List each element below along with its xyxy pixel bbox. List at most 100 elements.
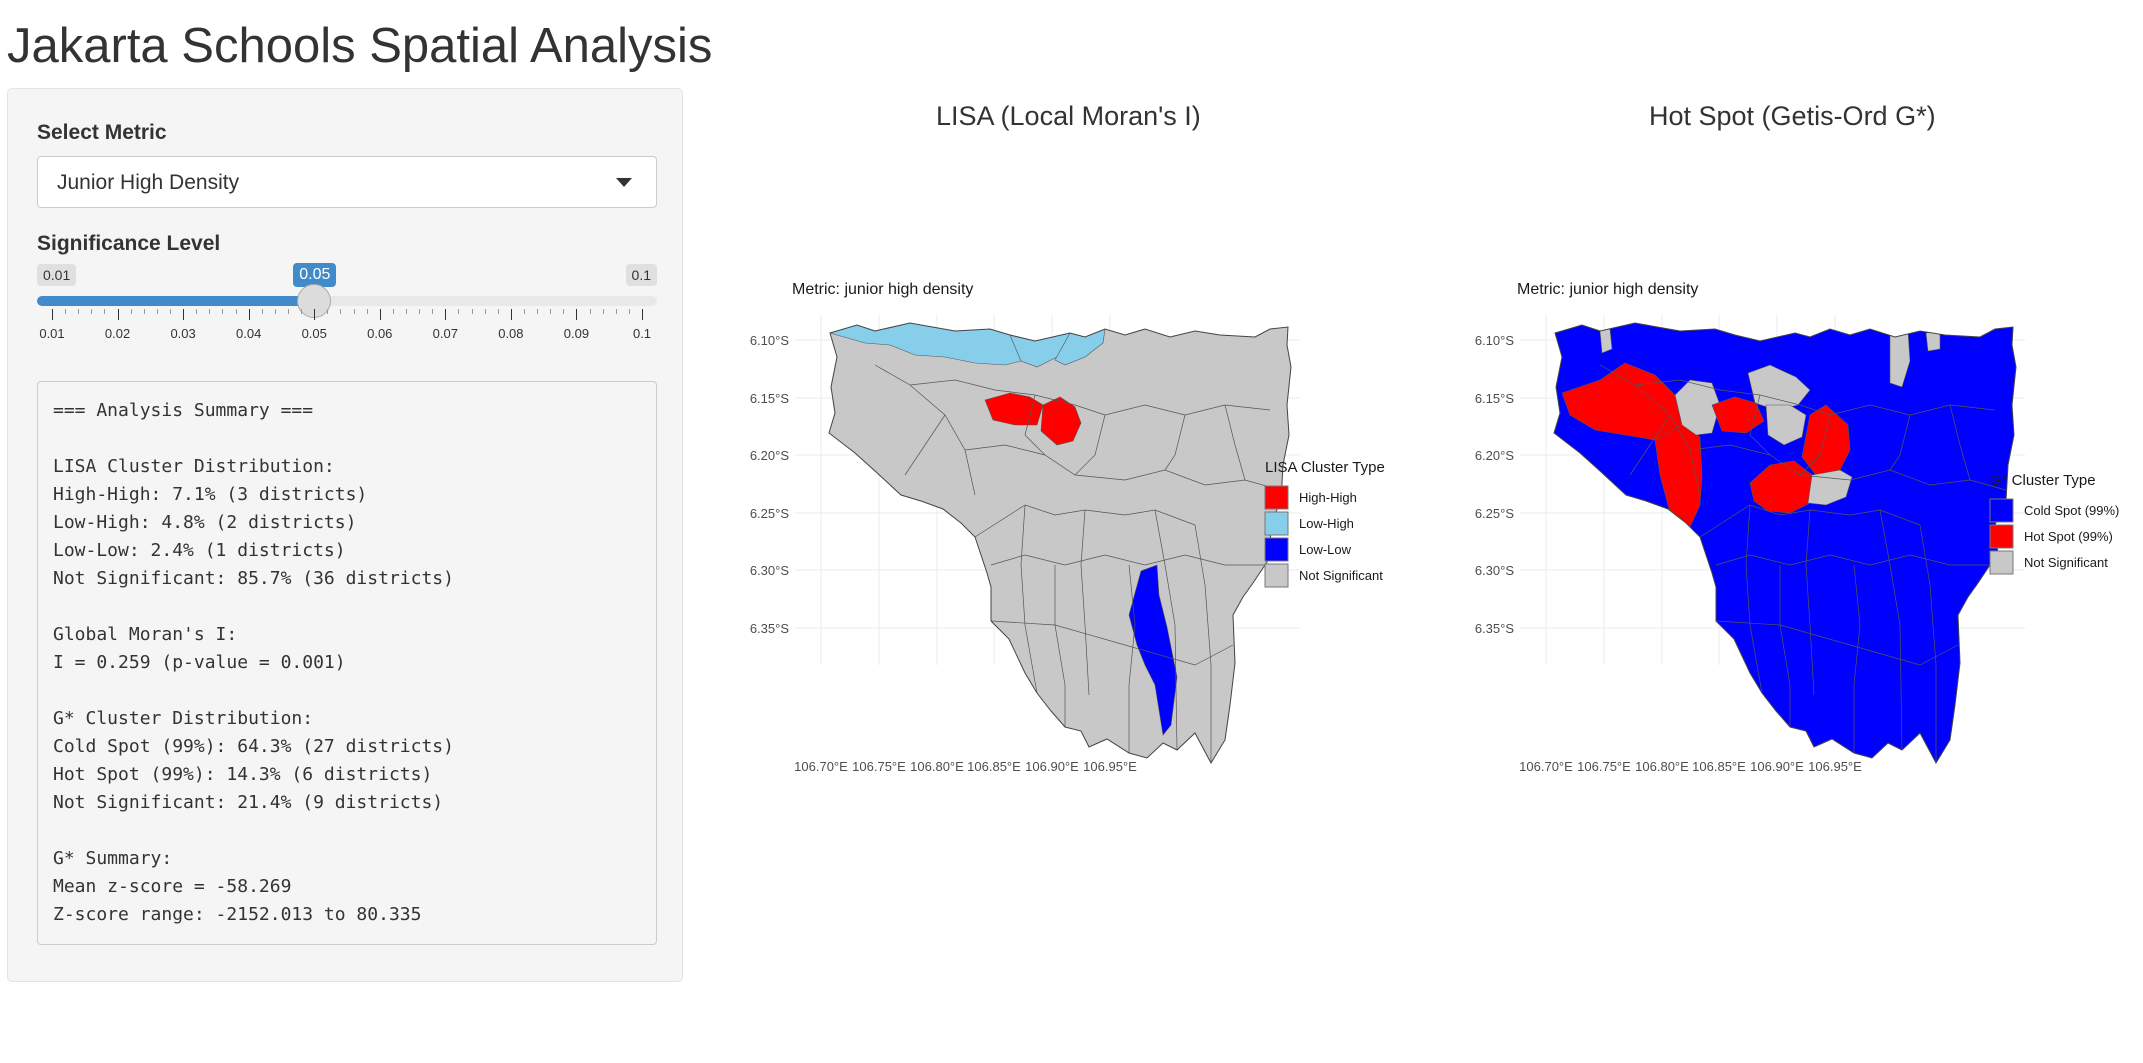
district-polygon <box>1801 404 1851 476</box>
slider-minor-tick <box>537 309 539 314</box>
summary-line: Cold Spot (99%): 64.3% (27 districts) <box>53 736 454 757</box>
district-polygon <box>1128 564 1178 736</box>
legend-swatch <box>1264 563 1289 588</box>
analysis-summary-output: === Analysis Summary === LISA Cluster Dis… <box>37 381 657 945</box>
district-polygon <box>1747 364 1811 411</box>
slider-minor-tick <box>353 309 355 314</box>
metric-select[interactable]: Junior High Density <box>37 156 657 208</box>
district-boundary <box>1799 414 1831 476</box>
x-tick-label: 106.95°E <box>1083 759 1137 774</box>
slider-minor-tick <box>392 309 394 314</box>
app-title: Jakarta Schools Spatial Analysis <box>7 19 713 73</box>
district-boundary <box>1020 504 1038 694</box>
summary-line: === Analysis Summary === <box>53 400 314 421</box>
district-polygon <box>1674 379 1721 436</box>
summary-line: Mean z-score = -58.269 <box>53 876 292 897</box>
x-tick-label: 106.75°E <box>852 759 906 774</box>
slider-minor-tick <box>406 309 407 314</box>
y-tick-label: 6.30°S <box>750 563 790 578</box>
slider-tick-label: 0.03 <box>170 326 196 341</box>
legend-swatch <box>1264 485 1289 510</box>
gstar-map-title: Hot Spot (Getis-Ord G*) <box>1649 101 1936 131</box>
district-boundary <box>1634 379 1996 416</box>
slider-minor-tick <box>497 309 499 314</box>
district-polygon <box>1599 328 1613 354</box>
summary-line: G* Cluster Distribution: <box>53 708 314 729</box>
slider-minor-tick <box>143 309 145 314</box>
metric-label: Select Metric <box>37 121 167 144</box>
district-boundary <box>1224 404 1246 481</box>
x-tick-label: 106.90°E <box>1750 759 1804 774</box>
legend-label: Low-Low <box>1299 542 1352 557</box>
slider-tick-label: 0.1 <box>632 326 652 341</box>
city-outline <box>828 322 1292 765</box>
district-polygon <box>1040 396 1082 446</box>
y-tick-label: 6.20°S <box>750 448 790 463</box>
slider-tick-label: 0.05 <box>301 326 327 341</box>
district-boundary <box>1128 564 1136 753</box>
slider-tick-label: 0.07 <box>432 326 458 341</box>
district-boundary <box>1024 504 1196 526</box>
y-tick-label: 6.15°S <box>750 391 790 406</box>
slider-minor-tick <box>563 309 565 314</box>
slider-minor-tick <box>91 309 93 314</box>
district-boundary <box>904 414 946 476</box>
slider-minor-tick <box>615 309 617 314</box>
legend-swatch <box>1989 550 2014 575</box>
x-tick-label: 106.85°E <box>967 759 1021 774</box>
map-subtitle: Metric: junior high density <box>792 281 973 298</box>
legend-title: G* Cluster Type <box>1990 472 2096 489</box>
slider-tick <box>576 309 578 320</box>
slider-tick-label: 0.04 <box>236 326 262 341</box>
y-tick-label: 6.10°S <box>1475 333 1515 348</box>
significance-slider[interactable]: 0.01 0.1 0.05 0.01 0.02 0.03 0.04 0.05 0.06 0.… <box>37 263 659 344</box>
district-boundary <box>990 620 1234 666</box>
legend-label: High-High <box>1299 490 1357 505</box>
summary-line: Not Significant: 85.7% (36 districts) <box>53 568 454 589</box>
slider-tick <box>379 309 381 320</box>
district-boundary <box>1879 509 1903 751</box>
legend-swatch <box>1989 524 2014 549</box>
slider-minor-tick <box>602 309 604 314</box>
summary-line: Global Moran's I: <box>53 624 238 645</box>
slider-minor-tick <box>484 309 486 314</box>
y-tick-label: 6.20°S <box>1475 448 1515 463</box>
slider-fill-bar <box>37 296 315 306</box>
district-boundary <box>1715 620 1959 666</box>
slider-tick <box>183 309 185 320</box>
slider-track[interactable] <box>37 296 657 306</box>
slider-minor-tick <box>196 309 198 314</box>
slider-minor-tick <box>65 309 67 314</box>
slider-minor-tick <box>458 309 460 314</box>
x-tick-label: 106.90°E <box>1025 759 1079 774</box>
district-boundary <box>1889 414 1911 471</box>
slider-minor-tick <box>288 309 289 314</box>
slider-min-label: 0.01 <box>37 264 77 286</box>
slider-minor-tick <box>524 309 525 314</box>
summary-line: Hot Spot (99%): 14.3% (6 districts) <box>53 764 433 785</box>
slider-minor-tick <box>432 309 434 314</box>
x-tick-label: 106.75°E <box>1577 759 1631 774</box>
slider-tick-label: 0.02 <box>104 326 131 341</box>
legend-label: Cold Spot (99%) <box>2024 503 2119 518</box>
y-tick-label: 6.35°S <box>1475 621 1515 636</box>
district-boundary <box>1919 524 1937 763</box>
district-polygon <box>1765 404 1807 446</box>
slider-minor-tick <box>301 309 303 314</box>
summary-line <box>53 425 641 453</box>
slider-minor-tick <box>170 309 171 314</box>
district-boundary <box>964 444 1282 491</box>
district-boundary <box>1949 404 1971 481</box>
x-tick-label: 106.70°E <box>1519 759 1573 774</box>
y-tick-label: 6.15°S <box>1475 391 1515 406</box>
district-boundary <box>1699 504 1751 538</box>
legend-label: Not Significant <box>1299 568 1383 583</box>
y-tick-label: 6.25°S <box>750 506 790 521</box>
summary-line: High-High: 7.1% (3 districts) <box>53 484 368 505</box>
district-boundary <box>1154 509 1178 751</box>
summary-line: Low-High: 4.8% (2 districts) <box>53 512 357 533</box>
slider-minor-tick <box>209 309 211 314</box>
summary-line: Not Significant: 21.4% (9 districts) <box>53 792 444 813</box>
slider-minor-tick <box>274 309 276 314</box>
slider-minor-tick <box>156 309 158 314</box>
